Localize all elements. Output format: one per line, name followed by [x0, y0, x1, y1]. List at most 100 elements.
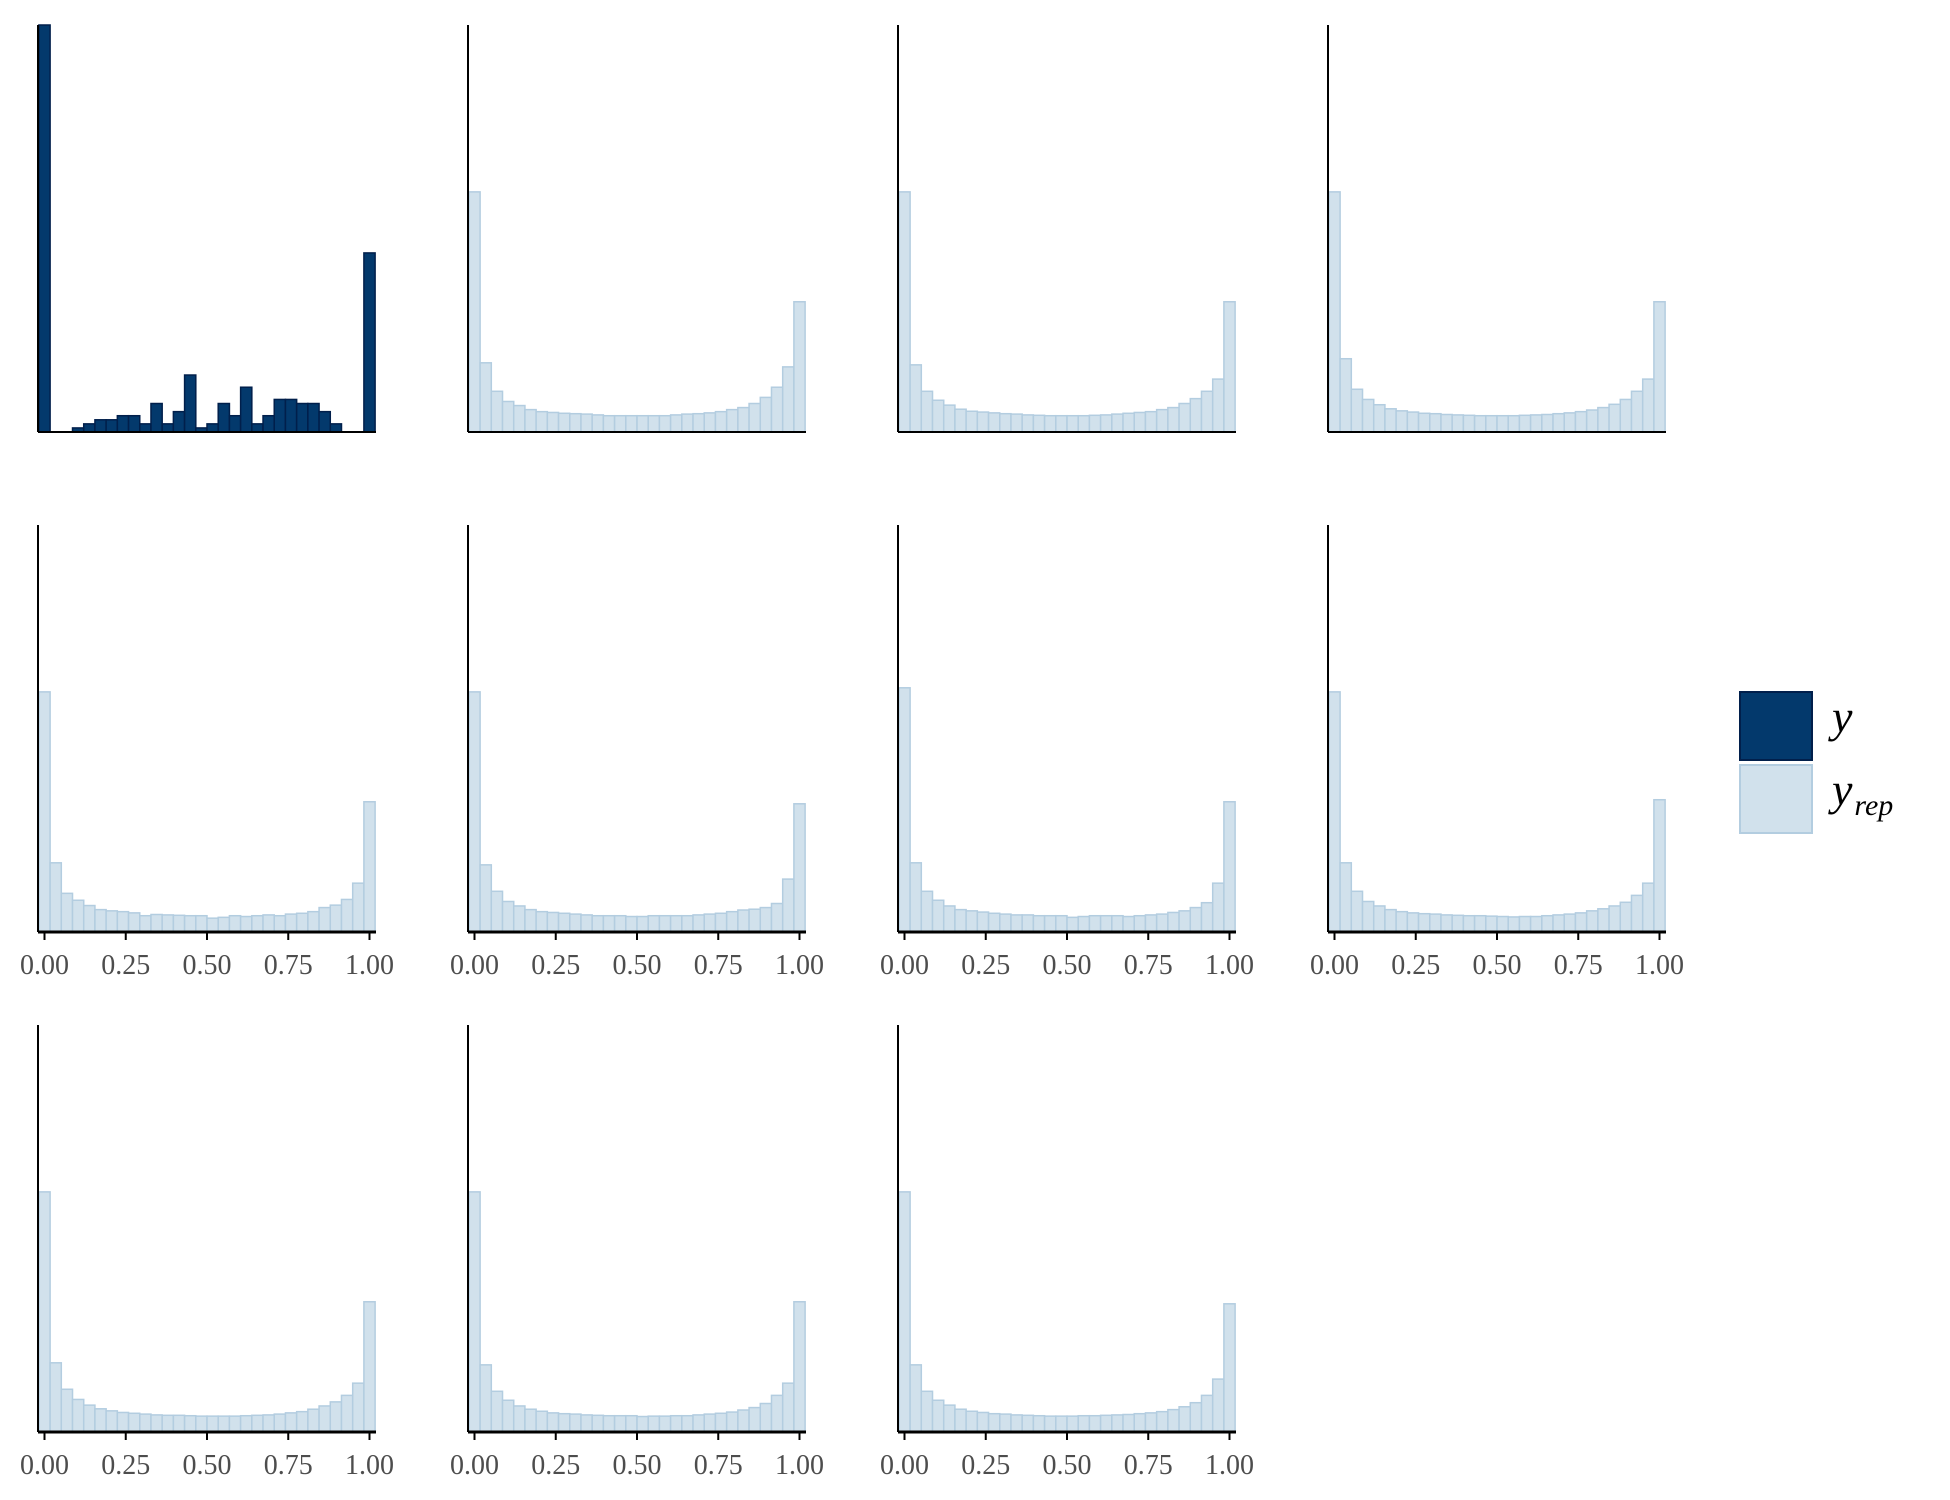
histogram-bar: [71, 1398, 85, 1433]
histogram-bar: [942, 905, 956, 933]
histogram-bar: [781, 366, 795, 433]
x-tick-label: 0.50: [183, 1450, 232, 1481]
histogram-bar: [1585, 409, 1599, 433]
histogram-bar: [681, 914, 694, 933]
legend-key-y: [1739, 691, 1813, 761]
histogram-panel: [1327, 25, 1666, 433]
histogram-bar: [909, 1364, 923, 1433]
histogram-bar: [770, 902, 784, 933]
histogram-bar: [1630, 390, 1644, 433]
histogram-bar: [931, 399, 945, 433]
histogram-bar: [318, 1405, 332, 1433]
histogram-bar: [1133, 1412, 1147, 1433]
histogram-bar: [591, 914, 605, 933]
histogram-panel: 0.00 0.25 0.50 0.75 1.00: [450, 1025, 824, 1481]
histogram-bar: [273, 398, 287, 433]
histogram-bar: [1032, 914, 1046, 933]
histogram-bar: [1122, 412, 1135, 433]
x-tick-label: 0.00: [450, 1450, 499, 1481]
histogram-bar: [1133, 914, 1147, 933]
histogram-panel: [467, 25, 806, 433]
histogram-bar: [1485, 414, 1498, 433]
histogram-bar: [613, 414, 627, 433]
histogram-bar: [737, 1409, 750, 1433]
histogram-bar: [1155, 408, 1169, 433]
histogram-bar: [909, 364, 923, 433]
histogram-panel: 0.00 0.25 0.50 0.75 1.00: [880, 525, 1254, 981]
histogram-bar: [1189, 1401, 1203, 1433]
histogram-bar: [1066, 916, 1079, 933]
histogram-bar: [965, 910, 979, 933]
histogram-bar: [1088, 1414, 1102, 1433]
histogram-bar: [239, 1414, 253, 1433]
histogram-bar: [1384, 908, 1397, 933]
panels: 0.00 0.25 0.50 0.75 1.00 0.00 0.25 0.50 0.75 1.00…: [20, 24, 1684, 1481]
histogram-bar: [1451, 414, 1465, 433]
histogram-bar: [228, 1415, 242, 1433]
x-tick-label: 1.00: [345, 1450, 394, 1481]
histogram-bar: [613, 1414, 627, 1433]
histogram-bar: [1496, 915, 1509, 933]
histogram-bar: [748, 402, 762, 433]
histogram-bar: [1211, 1378, 1225, 1433]
histogram-bar: [284, 913, 298, 933]
histogram-bar: [161, 423, 175, 433]
histogram-bar: [1339, 357, 1353, 433]
histogram-bar: [1585, 910, 1599, 933]
histogram-bar: [976, 411, 990, 433]
histogram-bar: [909, 862, 923, 933]
x-tick-label: 0.75: [264, 1450, 313, 1481]
histogram-bar: [942, 404, 956, 433]
histogram-bar: [692, 412, 705, 433]
histogram-bar: [490, 1390, 504, 1433]
histogram-bar: [1395, 910, 1409, 933]
histogram-bar: [1021, 414, 1035, 433]
histogram-bar: [602, 914, 616, 933]
histogram-bar: [1451, 914, 1465, 933]
histogram-bar: [150, 402, 163, 433]
histogram-bar: [273, 1413, 287, 1433]
histogram-bar: [60, 1388, 74, 1433]
histogram-bar: [557, 912, 571, 933]
histogram-bar: [1417, 912, 1431, 933]
histogram-bar: [1597, 406, 1610, 433]
x-tick-label: 0.50: [1043, 950, 1092, 981]
histogram-bar: [987, 1412, 1001, 1433]
histogram-bar: [535, 1410, 549, 1433]
histogram-bar: [524, 1408, 537, 1433]
histogram-bar: [1429, 913, 1442, 933]
histogram-bar: [1111, 914, 1124, 933]
histogram-bar: [714, 912, 728, 933]
histogram-bar: [172, 914, 186, 933]
histogram-bar: [139, 1413, 152, 1433]
histogram-bar: [501, 400, 515, 433]
histogram-bar: [781, 878, 795, 933]
histogram-bar: [1144, 914, 1158, 933]
histogram-bar: [1406, 912, 1420, 933]
histogram-bar: [524, 408, 537, 433]
histogram-bar: [273, 914, 287, 933]
histogram-bar: [580, 1414, 593, 1433]
histogram-bar: [183, 914, 197, 933]
histogram-panel: 0.00 0.25 0.50 0.75 1.00: [20, 525, 394, 981]
histogram-bar: [1178, 402, 1192, 433]
histogram-bar: [82, 904, 96, 933]
histogram-bar: [307, 1408, 320, 1433]
histogram-bar: [1088, 914, 1102, 933]
histogram-bar: [105, 910, 119, 933]
histogram-bar: [898, 1191, 911, 1433]
histogram-bar: [1328, 191, 1341, 433]
histogram-bar: [1144, 410, 1158, 433]
histogram-bar: [759, 906, 773, 933]
histogram-bar: [1010, 1414, 1023, 1433]
histogram-bar: [1552, 412, 1565, 433]
histogram-bar: [183, 1414, 197, 1433]
histogram-bar: [987, 412, 1001, 433]
histogram-bar: [1211, 378, 1225, 433]
histogram-bar: [976, 1411, 990, 1433]
histogram-bar: [38, 24, 51, 433]
histogram-bar: [569, 412, 582, 433]
histogram-bar: [965, 1410, 979, 1433]
histogram-bar: [228, 914, 242, 933]
histogram-bar: [1055, 1415, 1068, 1433]
